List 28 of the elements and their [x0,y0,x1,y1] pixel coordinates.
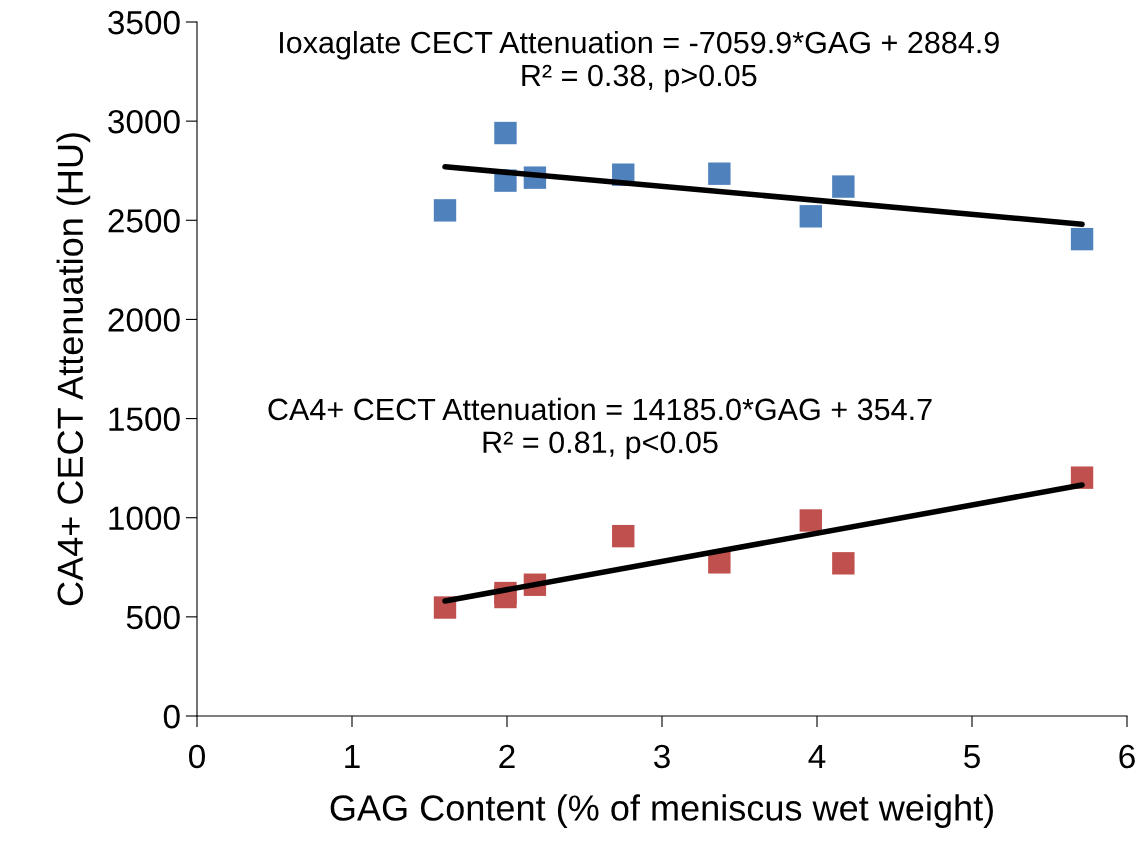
x-tick-label: 2 [499,744,515,768]
annotation: Ioxaglate CECT Attenuation = -7059.9*GAG + 2884.9 R² = 0.38, p>0.05 [280,30,999,93]
x-axis-title: GAG Content (% of meniscus wet weight) [330,794,993,828]
x-tick-label: 6 [1119,744,1135,769]
x-tick-label: 5 [964,745,980,769]
point [832,552,855,575]
annotation: CA4+ CECT Attenuation = 14185.0*GAG + 354.7 R² = 0.81, p<0.05 [268,397,932,460]
point [708,162,731,185]
point [799,205,822,228]
x-tick-label: 3 [654,744,670,769]
point [799,509,822,532]
point [433,199,457,222]
y-tick-label: 2500 [108,209,180,233]
point [494,121,517,145]
x-tick-label: 1 [345,745,360,768]
y-axis-title: CA4+ CECT Attenuation (HU) [56,133,91,606]
y-tick-label: 0 [163,704,180,729]
point [1070,227,1094,251]
y-tick-label: 2000 [108,308,180,332]
point [832,175,855,198]
x-tick-label: 0 [189,744,205,769]
point [612,524,635,548]
y-tick-label: 1000 [109,506,180,531]
x-tick-label: 4 [808,745,826,768]
y-tick-label: 3000 [108,109,180,134]
y-tick-label: 3500 [108,10,180,35]
y-tick-label: 1500 [109,407,180,431]
y-tick-label: 500 [126,605,180,630]
